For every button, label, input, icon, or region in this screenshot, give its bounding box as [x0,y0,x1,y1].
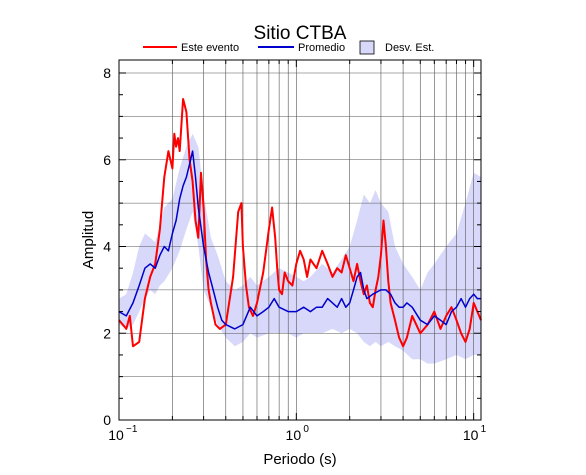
y-tick-label: 4 [103,239,111,255]
chart-title: Sitio CTBA [254,23,347,44]
legend-std-swatch [359,40,375,55]
y-tick-label: 0 [103,412,111,428]
event-series-line [118,98,482,348]
x-tick-label: 10 [286,427,302,443]
legend-mean-label: Promedio [298,42,345,54]
series-layer [118,98,482,348]
mean-series-line [118,150,481,330]
y-tick-label: 2 [103,325,111,341]
y-tick-label: 6 [103,152,111,168]
x-tick-exponent: −1 [126,424,138,435]
x-tick-exponent: 0 [303,424,309,435]
y-axis-label: Amplitud [80,211,97,269]
x-tick-exponent: 1 [481,424,487,435]
legend-std-label: Desv. Est. [385,42,434,54]
legend: Este evento Promedio Desv. Est. [143,40,434,55]
y-tick-label: 8 [103,65,111,81]
x-tick-label: 10 [463,427,479,443]
legend-event-label: Este evento [181,42,239,54]
x-axis-label: Periodo (s) [263,451,336,468]
plot-frame [118,59,482,421]
x-tick-label: 10 [108,427,124,443]
